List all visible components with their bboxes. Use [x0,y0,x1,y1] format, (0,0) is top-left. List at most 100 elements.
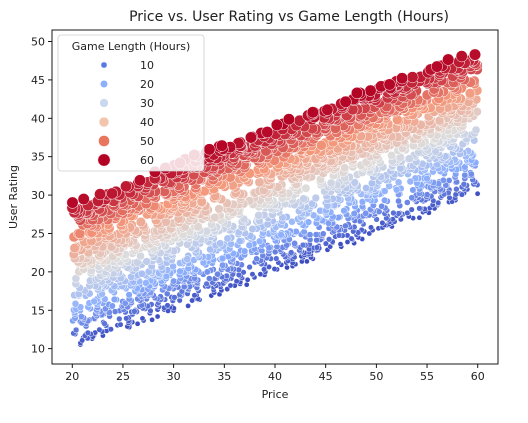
scatter-point [350,210,358,218]
legend-marker [99,98,109,108]
scatter-point [120,180,132,193]
scatter-point [471,125,481,135]
scatter-point [306,106,319,119]
scatter-point [311,193,320,203]
scatter-point [72,326,80,334]
scatter-point [243,281,250,288]
scatter-point [313,236,320,244]
x-tick-label: 25 [116,370,130,383]
scatter-point [224,286,231,293]
legend-label: 50 [140,135,154,148]
y-tick-label: 15 [31,304,45,317]
scatter-point [326,178,336,188]
scatter-point [387,151,397,160]
scatter-point [348,235,355,242]
scatter-point [227,282,234,289]
scatter-point [69,243,80,254]
scatter-point [214,270,221,278]
scatter-point [271,266,278,272]
scatter-point [77,193,90,206]
scatter-point [405,154,414,163]
legend-label: 40 [140,116,154,129]
scatter-point [214,204,224,214]
y-tick-label: 50 [31,36,45,49]
scatter-point [147,307,154,314]
scatter-point [350,178,359,187]
scatter-point [394,178,403,187]
scatter-point [248,224,257,234]
legend: Game Length (Hours) 10 20 30 40 50 60 [57,34,205,172]
legend-box [57,34,205,172]
scatter-point [395,197,402,205]
scatter-point [474,190,481,197]
scatter-point [131,308,138,315]
scatter-point [246,263,253,271]
x-tick-label: 60 [471,370,485,383]
scatter-point [467,170,475,178]
scatter-point [210,213,220,223]
scatter-point [423,191,431,198]
scatter-point [111,308,119,315]
scatter-point [292,227,300,236]
scatter-point [460,181,468,188]
scatter-point [79,337,86,344]
scatter-point [110,295,118,303]
scatter-point [340,163,350,173]
scatter-point [125,291,133,299]
legend-label: 10 [140,59,154,72]
scatter-point [304,258,310,265]
scatter-point [149,316,155,323]
scatter-point [282,113,295,126]
legend-marker [100,80,108,88]
y-ticks: 10 15 20 25 30 35 40 45 50 [31,36,52,356]
scatter-point [96,326,103,333]
scatter-point [71,300,80,308]
scatter-point [154,313,161,320]
scatter-point [203,280,210,288]
scatter-point [121,299,129,307]
scatter-point [191,292,198,299]
scatter-point [453,186,460,193]
scatter-point [241,247,249,255]
scatter-point [261,266,268,273]
scatter-point [135,216,146,228]
legend-label: 60 [140,154,154,167]
scatter-point [139,315,146,322]
scatter-point [381,187,389,195]
scatter-point [378,202,386,210]
scatter-point [390,209,397,217]
scatter-point [164,302,171,309]
y-tick-label: 45 [31,74,45,87]
scatter-point [94,188,107,201]
scatter-point [215,139,228,152]
legend-marker [97,153,111,167]
scatter-point [379,219,386,226]
scatter-point [183,255,192,264]
scatter-point [416,205,423,212]
legend-marker [98,135,110,147]
legend-marker [100,61,108,69]
scatter-point [218,254,227,263]
scatter-point [270,118,283,131]
scatter-point [288,249,295,256]
scatter-point [223,234,232,243]
scatter-point [383,78,396,91]
x-tick-label: 50 [369,370,383,383]
scatter-point [138,269,146,278]
scatter-point [406,71,419,84]
scatter-point [245,241,253,249]
scatter-point [308,199,317,208]
x-tick-label: 20 [65,370,79,383]
scatter-point [442,53,455,66]
scatter-point [142,279,150,287]
scatter-point [368,224,374,231]
scatter-point [273,255,280,262]
x-tick-label: 35 [217,370,231,383]
x-tick-label: 45 [319,370,333,383]
scatter-point [265,244,273,252]
scatter-point [277,231,285,239]
scatter-point [254,177,265,188]
scatter-point [123,315,130,322]
scatter-point [304,218,313,226]
